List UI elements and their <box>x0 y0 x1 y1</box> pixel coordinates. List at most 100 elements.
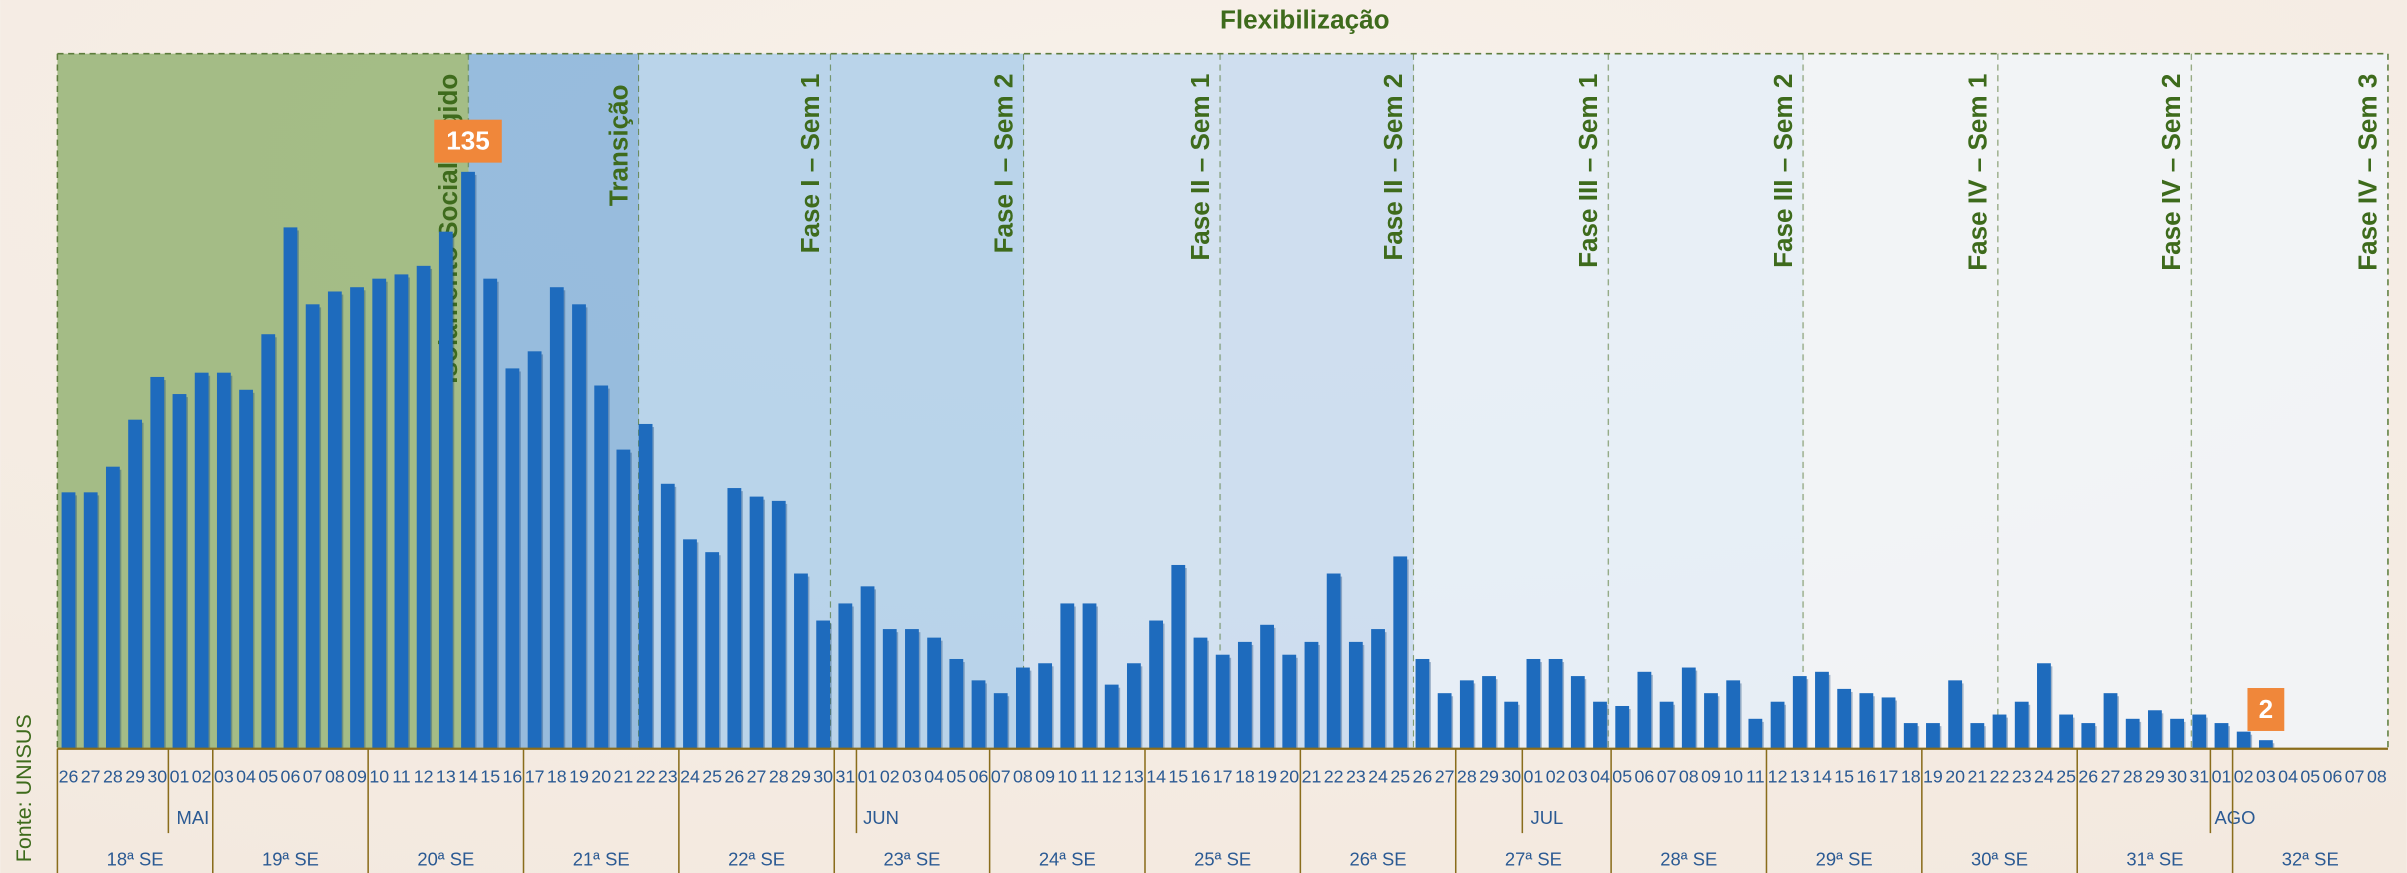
bar <box>1637 672 1651 749</box>
bar <box>2104 693 2118 749</box>
x-tick-label: 03 <box>2256 767 2276 787</box>
week-label: 30ª SE <box>1971 849 2028 870</box>
x-tick-label: 26 <box>724 767 744 787</box>
bar <box>1682 668 1696 749</box>
bar <box>838 603 852 748</box>
x-tick-label: 10 <box>1057 767 1077 787</box>
bar <box>1127 663 1141 748</box>
x-tick-label: 23 <box>658 767 678 787</box>
x-tick-label: 24 <box>680 767 700 787</box>
x-tick-label: 12 <box>414 767 434 787</box>
month-label: JUN <box>863 807 899 828</box>
phase-label: Fase II – Sem 1 <box>1185 74 1215 261</box>
bar <box>350 287 364 749</box>
bar <box>2170 719 2184 749</box>
x-tick-label: 26 <box>59 767 79 787</box>
bar <box>1060 603 1074 748</box>
bar <box>1327 574 1341 749</box>
x-tick-label: 29 <box>1479 767 1499 787</box>
x-tick-label: 13 <box>436 767 456 787</box>
bar <box>1549 659 1563 749</box>
week-label: 18ª SE <box>107 849 164 870</box>
x-tick-label: 09 <box>1035 767 1055 787</box>
x-tick-label: 04 <box>2278 767 2298 787</box>
bar <box>284 227 298 748</box>
bar <box>528 351 542 748</box>
bar <box>217 373 231 749</box>
x-tick-label: 14 <box>1812 767 1832 787</box>
x-tick-label: 11 <box>392 767 411 787</box>
week-label: 23ª SE <box>883 849 940 870</box>
x-tick-label: 06 <box>281 767 301 787</box>
x-tick-label: 04 <box>236 767 256 787</box>
chart-title: Flexibilização <box>1220 4 1390 34</box>
x-tick-label: 13 <box>1790 767 1810 787</box>
bar <box>1260 625 1274 749</box>
x-tick-label: 05 <box>258 767 278 787</box>
x-tick-label: 30 <box>813 767 833 787</box>
bar <box>1815 672 1829 749</box>
source-note: Fonte: UNISUS <box>12 714 36 862</box>
x-tick-label: 18 <box>547 767 567 787</box>
month-label: AGO <box>2214 807 2255 828</box>
week-label: 26ª SE <box>1350 849 1407 870</box>
x-tick-label: 14 <box>458 767 478 787</box>
month-label: MAI <box>177 807 210 828</box>
x-tick-label: 24 <box>2034 767 2054 787</box>
x-tick-label: 29 <box>791 767 811 787</box>
x-tick-label: 30 <box>1501 767 1521 787</box>
bar <box>905 629 919 749</box>
x-tick-label: 19 <box>569 767 589 787</box>
x-tick-label: 27 <box>747 767 767 787</box>
bar <box>128 420 142 749</box>
bar <box>1282 655 1296 749</box>
bar <box>949 659 963 749</box>
x-tick-label: 14 <box>1146 767 1166 787</box>
x-tick-label: 27 <box>2101 767 2121 787</box>
bar <box>927 638 941 749</box>
bar <box>794 574 808 749</box>
x-tick-label: 06 <box>2323 767 2343 787</box>
x-tick-label: 07 <box>303 767 323 787</box>
bar <box>2037 663 2051 748</box>
bar <box>439 232 453 749</box>
bar <box>2192 715 2206 749</box>
phase-label: Fase IV – Sem 3 <box>2352 74 2382 271</box>
bar <box>1105 685 1119 749</box>
x-tick-label: 23 <box>1346 767 1366 787</box>
x-tick-label: 23 <box>2012 767 2032 787</box>
phase-label: Transição <box>603 84 633 206</box>
x-tick-label: 20 <box>1279 767 1299 787</box>
bar <box>572 304 586 748</box>
x-tick-label: 29 <box>2145 767 2165 787</box>
bar <box>1238 642 1252 749</box>
x-tick-label: 27 <box>1435 767 1455 787</box>
x-tick-label: 15 <box>1834 767 1854 787</box>
bar <box>1660 702 1674 749</box>
x-tick-label: 02 <box>192 767 212 787</box>
x-tick-label: 10 <box>369 767 389 787</box>
x-tick-label: 29 <box>125 767 145 787</box>
x-tick-label: 07 <box>2345 767 2365 787</box>
x-tick-label: 09 <box>347 767 367 787</box>
x-tick-label: 13 <box>1124 767 1144 787</box>
x-tick-label: 08 <box>325 767 345 787</box>
bar <box>1194 638 1208 749</box>
bar <box>994 693 1008 749</box>
x-tick-label: 15 <box>480 767 500 787</box>
x-tick-label: 24 <box>1368 767 1388 787</box>
bar <box>1993 715 2007 749</box>
bar <box>328 291 342 748</box>
bar <box>816 621 830 749</box>
bar <box>1859 693 1873 749</box>
bar <box>1771 702 1785 749</box>
x-tick-label: 17 <box>525 767 545 787</box>
bar <box>1438 693 1452 749</box>
x-tick-label: 03 <box>1568 767 1588 787</box>
x-tick-label: 21 <box>1967 767 1987 787</box>
bar <box>1016 668 1030 749</box>
x-tick-label: 06 <box>1635 767 1655 787</box>
bar <box>2148 710 2162 748</box>
phase-label: Fase III – Sem 1 <box>1573 74 1603 268</box>
x-tick-label: 28 <box>769 767 789 787</box>
